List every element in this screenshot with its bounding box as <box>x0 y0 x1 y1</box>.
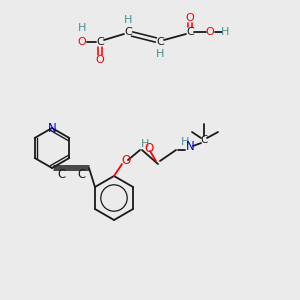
Text: C: C <box>58 167 66 181</box>
Text: O: O <box>78 37 86 47</box>
Text: O: O <box>96 55 104 65</box>
Text: O: O <box>122 154 130 167</box>
Text: C: C <box>124 27 132 37</box>
Text: H: H <box>181 137 189 147</box>
Text: H: H <box>141 139 149 149</box>
Text: C: C <box>186 27 194 37</box>
Text: H: H <box>221 27 229 37</box>
Text: C: C <box>156 37 164 47</box>
Text: O: O <box>144 142 154 154</box>
Text: N: N <box>186 140 194 154</box>
Text: N: N <box>48 122 56 134</box>
Text: H: H <box>156 49 164 59</box>
Text: C: C <box>96 37 104 47</box>
Text: H: H <box>78 23 86 33</box>
Text: H: H <box>124 15 132 25</box>
Text: C: C <box>77 167 85 181</box>
Text: O: O <box>206 27 214 37</box>
Text: O: O <box>186 13 194 23</box>
Text: C: C <box>200 135 208 145</box>
